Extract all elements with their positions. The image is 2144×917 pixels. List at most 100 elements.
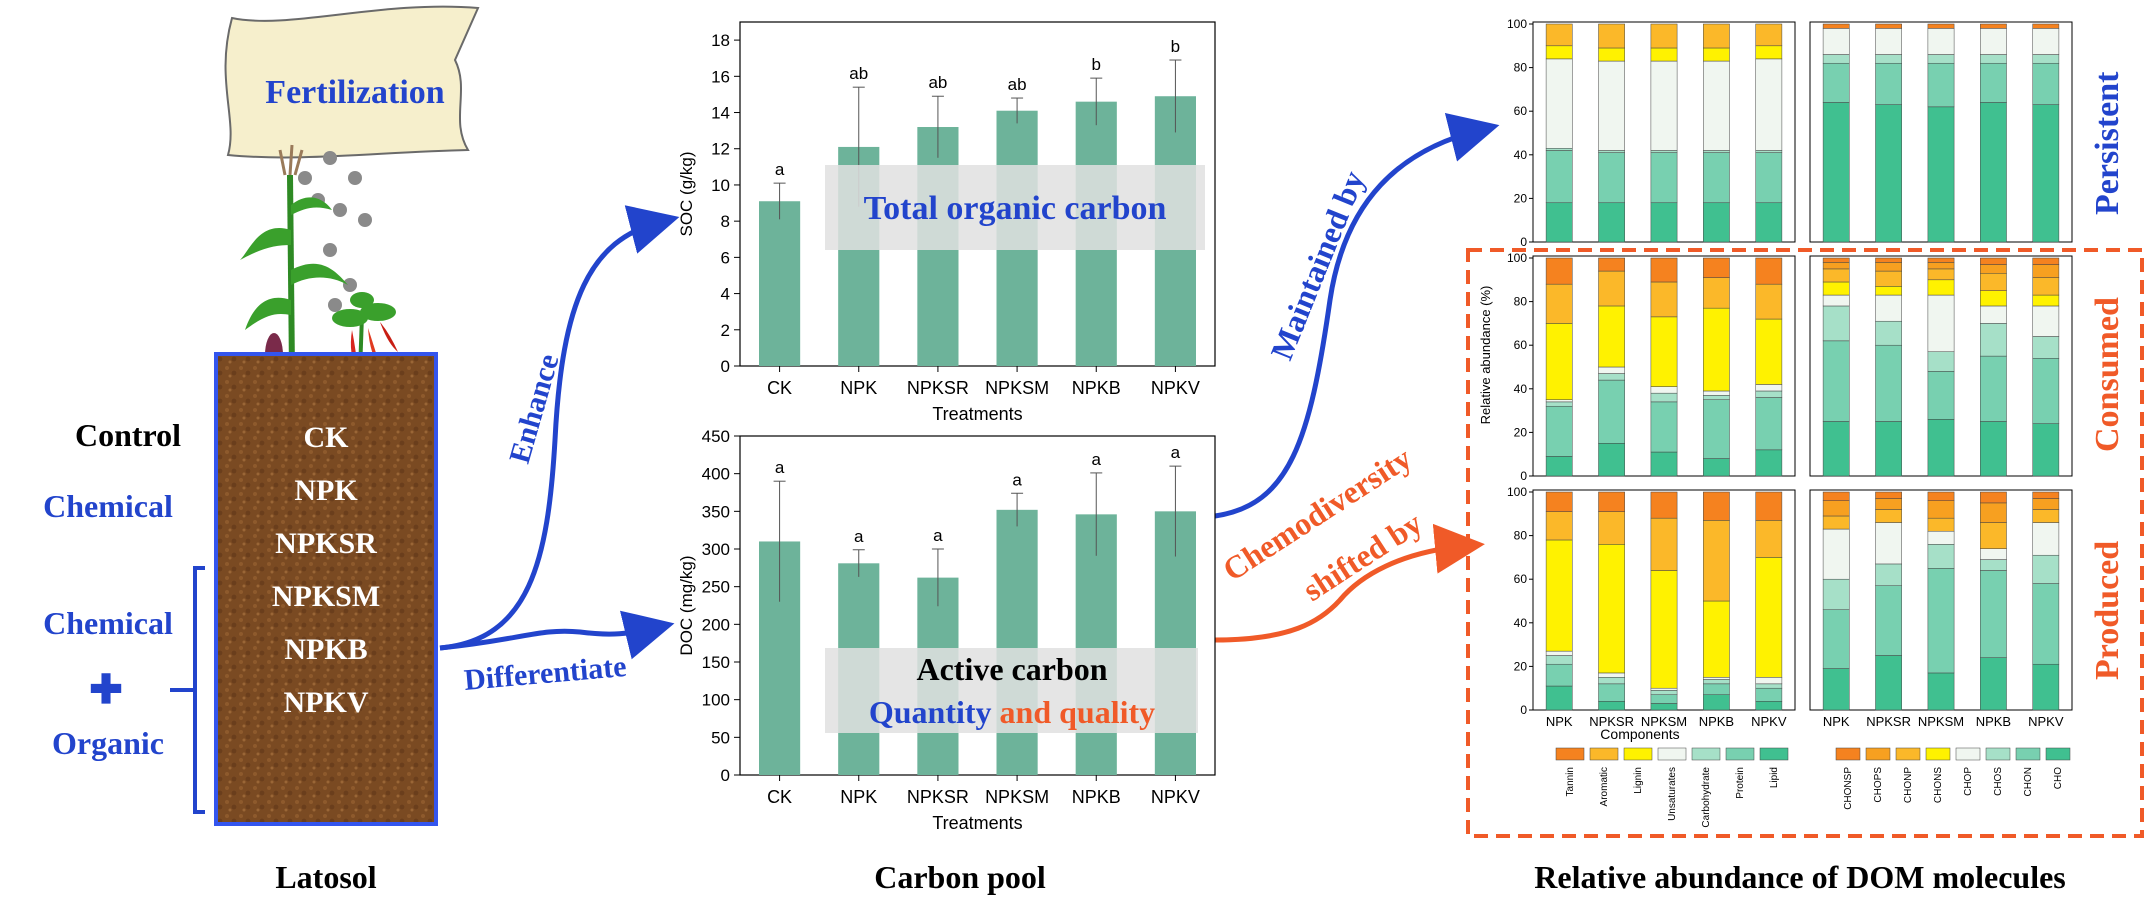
significance-letter: a (1092, 450, 1102, 469)
stack-segment (1545, 23, 1573, 47)
stack-segment (1875, 320, 1902, 346)
stack-segment (2032, 294, 2060, 307)
consumed-label: Consumed (2089, 297, 2126, 452)
stack-x-tick-label: NPKSM (1918, 714, 1964, 729)
treatment-npkv: NPKV (284, 686, 369, 719)
x-tick-label: NPKSM (985, 787, 1049, 807)
stack-segment (1980, 491, 2007, 504)
stack-segment (1650, 392, 1678, 403)
stack-segment (1545, 257, 1573, 285)
stack-segment (1875, 62, 1902, 105)
stack-segment (1755, 491, 1783, 521)
quality-words: and quality (992, 694, 1156, 730)
stack-segment (1822, 102, 1850, 243)
stack-segment (1822, 28, 1850, 55)
stack-segment (1980, 522, 2007, 549)
stack-segment (1822, 262, 1850, 270)
stack-segment (1703, 60, 1730, 151)
stack-segment (1703, 694, 1730, 711)
stack-segment (1703, 307, 1730, 392)
stack-y-tick-label: 60 (1514, 572, 1528, 586)
stack-segment (1650, 491, 1678, 519)
produced-compound-classes: NPK NPKSR NPKSM NPKB NPKV 0 20 40 60 80 100 (1507, 485, 1796, 729)
stack-segment (1650, 694, 1678, 704)
stack-segment (1650, 386, 1678, 394)
stack-segment (1875, 54, 1902, 64)
stack-segment (2032, 491, 2060, 499)
stack-segment (1545, 655, 1573, 665)
stack-segment (1545, 323, 1573, 400)
stack-segment (1755, 318, 1783, 385)
treatment-ck: CK (304, 421, 350, 454)
stack-segment (1650, 316, 1678, 387)
legend-label: Lignin (1633, 767, 1644, 794)
stack-segment (1875, 262, 1902, 272)
stack-segment (1822, 421, 1850, 477)
stack-segment (1598, 379, 1625, 444)
stack-segment (1598, 701, 1625, 711)
stack-segment (1822, 500, 1850, 517)
stack-segment (1875, 23, 1902, 29)
stack-segment (1822, 668, 1850, 711)
stack-segment (1703, 257, 1730, 278)
stack-segment (1703, 399, 1730, 459)
plus-icon: ✚ (89, 667, 123, 712)
y-tick-label: 12 (711, 140, 730, 159)
legend-label: CHONS (1933, 767, 1944, 803)
significance-letter: b (1171, 37, 1180, 56)
stack-segment (1545, 456, 1573, 477)
stack-segment (2032, 509, 2060, 523)
bar-ck (759, 201, 801, 366)
stack-x-tick-label: NPK (1546, 714, 1573, 729)
stack-segment (1755, 677, 1783, 685)
stack-segment (2032, 522, 2060, 556)
legend-swatch (1691, 747, 1721, 761)
stack-segment (1650, 47, 1678, 62)
stack-segment (1755, 557, 1783, 678)
stack-segment (1703, 47, 1730, 62)
stack-segment (1875, 104, 1902, 243)
stack-segment (1875, 498, 1902, 510)
stack-segment (1545, 399, 1573, 403)
legend-swatch (1589, 747, 1619, 761)
stack-segment (1703, 152, 1730, 204)
stack-segment (1650, 202, 1678, 243)
stack-segment (1598, 366, 1625, 374)
legend-label: CHOS (1993, 767, 2004, 796)
stack-segment (2032, 23, 2060, 29)
stack-segment (1980, 305, 2007, 324)
stack-segment (1755, 384, 1783, 392)
stack-segment (1980, 290, 2007, 307)
legend-label: CHON (2023, 767, 2034, 796)
active-carbon-label: Active carbon (916, 651, 1107, 687)
stack-segment (1598, 305, 1625, 368)
legend-swatch (2045, 747, 2071, 761)
stack-segment (1650, 60, 1678, 151)
stack-y-tick-label: 40 (1514, 616, 1528, 630)
y-axis-label: SOC (g/kg) (677, 151, 696, 236)
chemical-label: Chemical (43, 488, 173, 524)
x-tick-label: NPK (840, 378, 877, 398)
stack-segment (2032, 257, 2060, 265)
stack-segment (1545, 650, 1573, 656)
significance-letter: a (933, 526, 943, 545)
stack-x-tick-label: NPKV (1751, 714, 1787, 729)
stack-segment (1703, 23, 1730, 49)
stack-segment (1927, 294, 1955, 352)
stack-segment (1755, 683, 1783, 689)
stack-segment (1980, 264, 2007, 274)
x-tick-label: NPKSR (907, 787, 969, 807)
stack-segment (1822, 257, 1850, 263)
stack-segment (1598, 60, 1625, 151)
y-tick-label: 450 (702, 427, 730, 446)
active-carbon-overlay-box (825, 648, 1198, 733)
stack-segment (1545, 491, 1573, 512)
stack-y-tick-label: 100 (1507, 17, 1527, 31)
y-tick-label: 2 (721, 321, 730, 340)
consumed-compound-classes: 0 20 40 60 80 100 (1507, 251, 1796, 483)
y-tick-label: 250 (702, 578, 730, 597)
legend-swatch (1759, 747, 1789, 761)
stack-segment (2032, 498, 2060, 510)
stack-segment (1980, 355, 2007, 422)
